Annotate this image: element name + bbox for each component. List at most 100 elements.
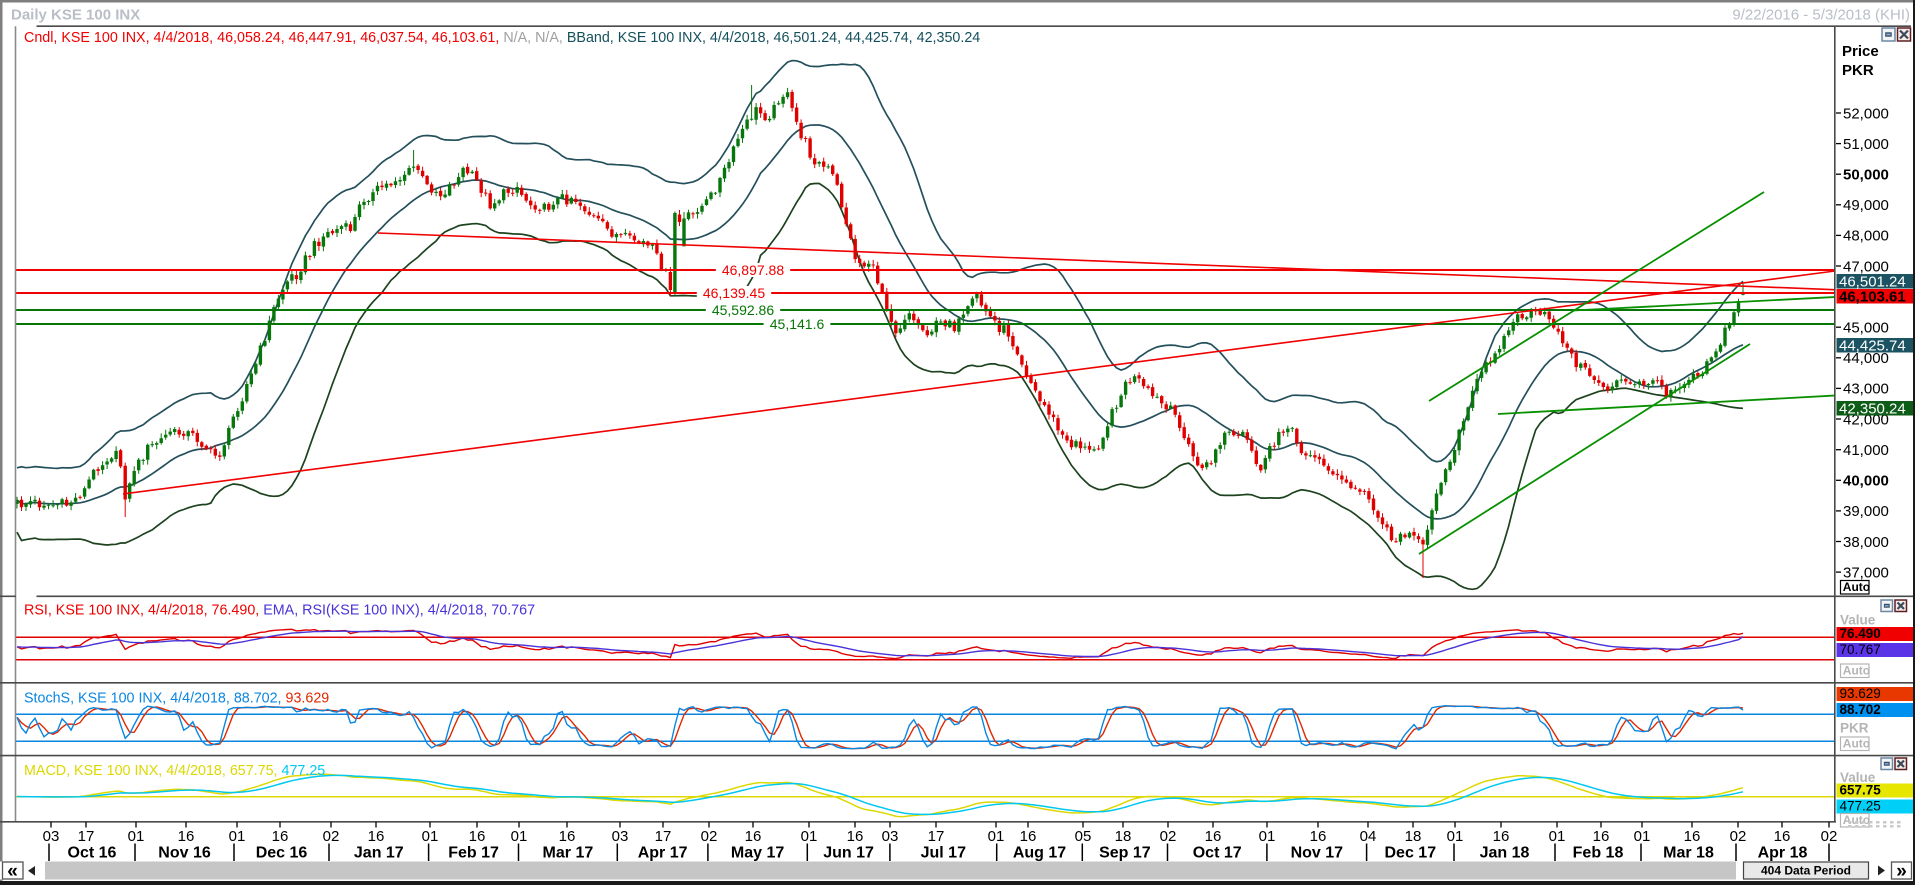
- svg-text:16: 16: [1593, 828, 1610, 845]
- svg-text:16: 16: [1205, 828, 1222, 845]
- svg-text:41,000: 41,000: [1843, 442, 1889, 459]
- svg-text:88.702: 88.702: [1840, 702, 1881, 717]
- svg-text:03: 03: [882, 828, 899, 845]
- svg-text:404 Data Period: 404 Data Period: [1761, 864, 1851, 878]
- svg-text:Oct 16: Oct 16: [68, 845, 117, 862]
- svg-text:48,000: 48,000: [1843, 228, 1889, 245]
- svg-text:40,000: 40,000: [1843, 473, 1889, 490]
- svg-text:01: 01: [422, 828, 439, 845]
- svg-text:16: 16: [1774, 828, 1791, 845]
- svg-text:01: 01: [511, 828, 528, 845]
- svg-text:16: 16: [847, 828, 864, 845]
- svg-text:16: 16: [469, 828, 486, 845]
- svg-text:«: «: [7, 861, 18, 882]
- svg-text:37,000: 37,000: [1843, 564, 1889, 581]
- svg-text:01: 01: [128, 828, 145, 845]
- svg-text:Nov 16: Nov 16: [158, 845, 211, 862]
- svg-text:May 17: May 17: [731, 845, 784, 862]
- svg-text:01: 01: [1549, 828, 1566, 845]
- svg-text:Nov 17: Nov 17: [1291, 845, 1344, 862]
- svg-text:Oct 17: Oct 17: [1193, 845, 1242, 862]
- svg-text:02: 02: [1160, 828, 1177, 845]
- svg-text:Dec 16: Dec 16: [256, 845, 308, 862]
- svg-text:02: 02: [323, 828, 340, 845]
- svg-text:49,000: 49,000: [1843, 197, 1889, 214]
- svg-text:70.767: 70.767: [1840, 642, 1881, 657]
- svg-text:Feb 18: Feb 18: [1573, 845, 1624, 862]
- svg-text:93.629: 93.629: [1840, 686, 1881, 701]
- svg-text:42,350.24: 42,350.24: [1839, 400, 1906, 417]
- svg-text:Apr 18: Apr 18: [1758, 845, 1808, 862]
- svg-text:46,501.24: 46,501.24: [1839, 273, 1906, 290]
- svg-text:Auto: Auto: [1843, 580, 1870, 594]
- svg-text:18: 18: [1115, 828, 1132, 845]
- svg-text:17: 17: [655, 828, 672, 845]
- svg-text:Mar 17: Mar 17: [543, 845, 594, 862]
- svg-text:Feb 17: Feb 17: [448, 845, 499, 862]
- svg-text:05: 05: [1075, 828, 1092, 845]
- svg-text:17: 17: [78, 828, 95, 845]
- svg-text:04: 04: [1360, 828, 1377, 845]
- svg-text:02: 02: [1730, 828, 1747, 845]
- svg-text:47,000: 47,000: [1843, 258, 1889, 275]
- svg-text:38,000: 38,000: [1843, 534, 1889, 551]
- svg-text:Jan 17: Jan 17: [354, 845, 404, 862]
- svg-text:»: »: [1896, 861, 1907, 882]
- svg-text:PKR: PKR: [1840, 721, 1869, 736]
- svg-text:Value: Value: [1840, 613, 1876, 628]
- svg-text:RSI, KSE 100 INX, 4/4/2018, 76: RSI, KSE 100 INX, 4/4/2018, 76.490, EMA,…: [24, 603, 535, 619]
- svg-text:43,000: 43,000: [1843, 381, 1889, 398]
- svg-text:03: 03: [43, 828, 60, 845]
- svg-text:01: 01: [229, 828, 246, 845]
- svg-text:Auto: Auto: [1843, 664, 1870, 678]
- svg-text:46,139.45: 46,139.45: [703, 285, 765, 301]
- svg-text:Price: Price: [1842, 43, 1879, 60]
- svg-text:01: 01: [1259, 828, 1276, 845]
- svg-text:StochS, KSE 100 INX, 4/4/2018,: StochS, KSE 100 INX, 4/4/2018, 88.702, 9…: [24, 691, 329, 707]
- svg-text:MACD, KSE 100 INX, 4/4/2018, 6: MACD, KSE 100 INX, 4/4/2018, 657.75, 477…: [24, 763, 325, 779]
- svg-text:Auto: Auto: [1843, 737, 1870, 751]
- svg-text:42,000: 42,000: [1843, 411, 1889, 428]
- svg-text:16: 16: [559, 828, 576, 845]
- svg-text:Apr 17: Apr 17: [638, 845, 688, 862]
- svg-text:02: 02: [1821, 828, 1838, 845]
- svg-text:39,000: 39,000: [1843, 503, 1889, 520]
- svg-text:01: 01: [1634, 828, 1651, 845]
- svg-text:16: 16: [1684, 828, 1701, 845]
- svg-text:Sep 17: Sep 17: [1099, 845, 1151, 862]
- svg-text:Aug 17: Aug 17: [1013, 845, 1066, 862]
- svg-text:16: 16: [1493, 828, 1510, 845]
- svg-text:18: 18: [1405, 828, 1422, 845]
- svg-text:9/22/2016 - 5/3/2018 (KHI): 9/22/2016 - 5/3/2018 (KHI): [1732, 7, 1910, 24]
- svg-text:Cndl, KSE 100 INX, 4/4/2018, 4: Cndl, KSE 100 INX, 4/4/2018, 46,058.24, …: [24, 30, 980, 46]
- svg-text:PKR: PKR: [1842, 62, 1874, 79]
- svg-text:16: 16: [745, 828, 762, 845]
- svg-text:52,000: 52,000: [1843, 105, 1889, 122]
- svg-text:01: 01: [988, 828, 1005, 845]
- svg-text:16: 16: [368, 828, 385, 845]
- svg-text:45,000: 45,000: [1843, 320, 1889, 337]
- svg-text:Dec 17: Dec 17: [1385, 845, 1437, 862]
- svg-text:45,141.6: 45,141.6: [770, 316, 825, 332]
- svg-text:16: 16: [272, 828, 289, 845]
- svg-text:46,103.61: 46,103.61: [1839, 288, 1906, 305]
- svg-text:477.25: 477.25: [1840, 799, 1881, 814]
- svg-text:02: 02: [701, 828, 718, 845]
- svg-text:Auto: Auto: [1843, 813, 1870, 827]
- svg-text:Jan 18: Jan 18: [1480, 845, 1530, 862]
- svg-text:16: 16: [178, 828, 195, 845]
- svg-text:01: 01: [1447, 828, 1464, 845]
- svg-text:Value: Value: [1840, 770, 1876, 785]
- svg-text:45,592.86: 45,592.86: [712, 302, 774, 318]
- svg-text:01: 01: [801, 828, 818, 845]
- svg-text:17: 17: [928, 828, 945, 845]
- svg-text:16: 16: [1020, 828, 1037, 845]
- svg-text:44,000: 44,000: [1843, 350, 1889, 367]
- svg-text:Mar 18: Mar 18: [1663, 845, 1714, 862]
- svg-text:51,000: 51,000: [1843, 136, 1889, 153]
- svg-text:657.75: 657.75: [1840, 783, 1882, 798]
- svg-text:44,425.74: 44,425.74: [1839, 337, 1906, 354]
- svg-text:46,897.88: 46,897.88: [722, 262, 784, 278]
- svg-text:03: 03: [612, 828, 629, 845]
- svg-text:Daily KSE 100 INX: Daily KSE 100 INX: [11, 7, 140, 24]
